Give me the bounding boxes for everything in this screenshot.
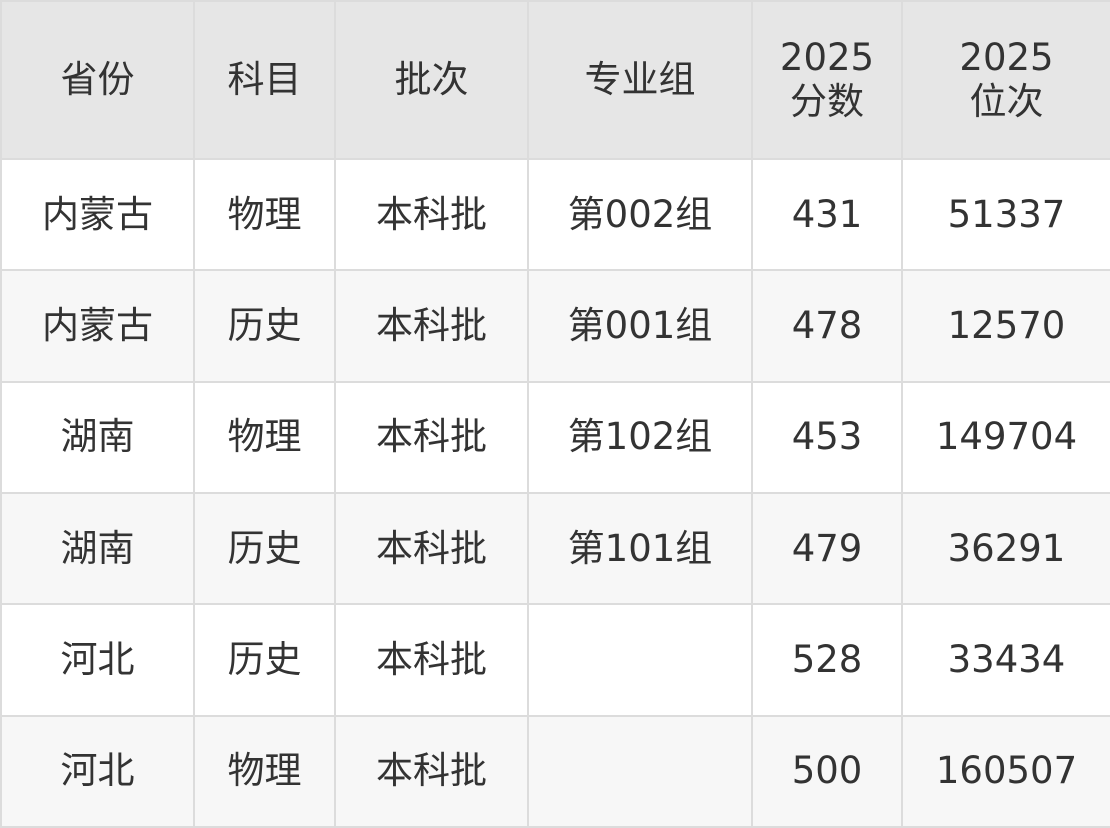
cell: 河北 <box>0 603 195 717</box>
cell: 本科批 <box>334 491 529 606</box>
cell: 第002组 <box>527 157 753 272</box>
table-row: 湖南 物理 本科批 第102组 453 149704 <box>0 380 1110 494</box>
cell: 历史 <box>193 269 336 383</box>
header-line: 2025 <box>779 36 875 79</box>
header-cell: 2025 位次 <box>901 0 1110 160</box>
cell: 453 <box>751 380 903 494</box>
cell: 51337 <box>901 157 1110 272</box>
table-row: 内蒙古 物理 本科批 第002组 431 51337 <box>0 157 1110 272</box>
cell: 500 <box>751 714 903 828</box>
header-cell: 专业组 <box>527 0 753 160</box>
table-row: 湖南 历史 本科批 第101组 479 36291 <box>0 491 1110 606</box>
cell: 物理 <box>193 380 336 494</box>
cell: 478 <box>751 269 903 383</box>
cell: 12570 <box>901 269 1110 383</box>
cell <box>527 714 753 828</box>
cell: 河北 <box>0 714 195 828</box>
cell: 第102组 <box>527 380 753 494</box>
header-row: 省份 科目 批次 专业组 2025 分数 2025 位次 <box>0 0 1110 160</box>
table-body: 内蒙古 物理 本科批 第002组 431 51337 内蒙古 历史 本科批 第001组 478 125… <box>0 157 1110 828</box>
cell: 149704 <box>901 380 1110 494</box>
table-row: 河北 历史 本科批 528 33434 <box>0 603 1110 717</box>
cell: 物理 <box>193 714 336 828</box>
cell: 479 <box>751 491 903 606</box>
cell: 物理 <box>193 157 336 272</box>
cell: 本科批 <box>334 157 529 272</box>
cell: 湖南 <box>0 491 195 606</box>
header-cell: 省份 <box>0 0 195 160</box>
header-cell: 2025 分数 <box>751 0 903 160</box>
header-line: 位次 <box>969 80 1044 123</box>
cell: 本科批 <box>334 380 529 494</box>
cell: 内蒙古 <box>0 157 195 272</box>
cell: 本科批 <box>334 603 529 717</box>
cell: 528 <box>751 603 903 717</box>
cell: 历史 <box>193 491 336 606</box>
cell: 本科批 <box>334 269 529 383</box>
cell <box>527 603 753 717</box>
cell: 33434 <box>901 603 1110 717</box>
cell: 431 <box>751 157 903 272</box>
cell: 历史 <box>193 603 336 717</box>
header-cell: 科目 <box>193 0 336 160</box>
cell: 36291 <box>901 491 1110 606</box>
cell: 内蒙古 <box>0 269 195 383</box>
header-cell: 批次 <box>334 0 529 160</box>
cell: 第001组 <box>527 269 753 383</box>
cell: 第101组 <box>527 491 753 606</box>
cell: 本科批 <box>334 714 529 828</box>
table-header: 省份 科目 批次 专业组 2025 分数 2025 位次 <box>0 0 1110 160</box>
table-row: 内蒙古 历史 本科批 第001组 478 12570 <box>0 269 1110 383</box>
cell: 湖南 <box>0 380 195 494</box>
cell: 160507 <box>901 714 1110 828</box>
header-line: 分数 <box>790 80 864 123</box>
header-line: 2025 <box>959 36 1054 79</box>
table-row: 河北 物理 本科批 500 160507 <box>0 714 1110 828</box>
